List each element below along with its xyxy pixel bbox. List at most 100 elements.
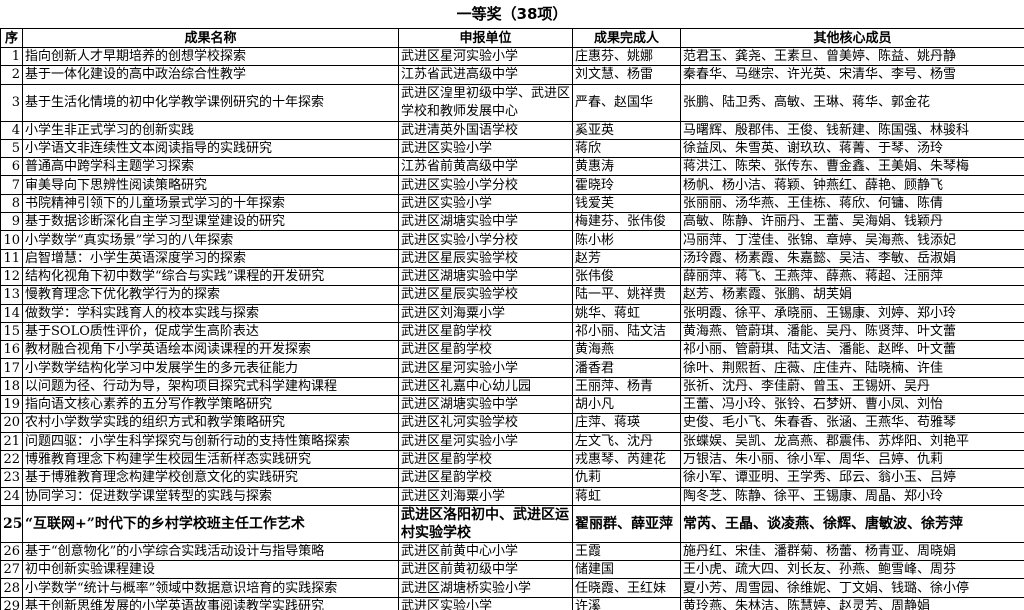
seq-cell: 8 [0, 193, 23, 214]
unit-cell: 武进区星辰实验学校 [398, 285, 573, 305]
table-row: 14 做数学：学科实践育人的校本实践与探索 武进区刘海粟小学 姚华、蒋虹 张明霞、徐平、… [0, 303, 1024, 323]
unit-cell: 武进区星河实验小学 [398, 46, 573, 67]
table-row: 29 基于创新思维发展的小学英语故事阅读教学实践研究 武进区实验小学 许溪 黄玲燕、朱林… [0, 596, 1024, 610]
title-cell: 小学语文非连续性文本阅读指导的实践研究 [22, 138, 399, 159]
seq-cell: 6 [0, 157, 23, 177]
member-cell: 祁小丽、管蔚琪、陆文洁、潘能、赵晔、叶文蕾 [680, 340, 1024, 360]
title-cell: 基于SOLO质性评价，促成学生高阶表达 [22, 321, 399, 342]
unit-cell: 武进区刘海粟小学 [398, 486, 573, 506]
unit-cell: 武进清英外国语学校 [398, 120, 573, 140]
member-cell: 徐小军、谭亚明、王学秀、邱云、翁小玉、吕婷 [680, 468, 1024, 488]
unit-cell: 武进区星韵学校 [398, 449, 573, 470]
seq-cell: 27 [0, 560, 23, 580]
seq-cell: 4 [0, 120, 23, 140]
table-row: 22 博雅教育理念下构建学生校园生活新样态实践研究 武进区星韵学校 戎惠琴、芮建花 万银… [0, 449, 1024, 470]
title-cell: 做数学：学科实践育人的校本实践与探索 [22, 303, 399, 323]
member-cell: 冯丽萍、丁滢佳、张锦、章婷、吴海燕、钱添妃 [680, 230, 1024, 250]
member-cell: 杨帆、杨小洁、蒋颖、钟燕红、薛艳、顾静飞 [680, 175, 1024, 195]
leader-cell: 姚华、蒋虹 [572, 303, 681, 323]
seq-cell: 12 [0, 266, 23, 287]
header-cell: 成果完成人 [572, 28, 681, 48]
seq-cell: 23 [0, 468, 23, 488]
member-cell: 张明霞、徐平、承晓丽、王锡康、刘婷、郑小玲 [680, 303, 1024, 323]
table-row: 15 基于SOLO质性评价，促成学生高阶表达 武进区星韵学校 祁小丽、陆文洁 黄海燕、管… [0, 321, 1024, 342]
leader-cell: 陆一平、姚祥贵 [572, 285, 681, 305]
leader-cell: 戎惠琴、芮建花 [572, 449, 681, 470]
seq-cell: 19 [0, 395, 23, 415]
member-cell: 施丹红、宋佳、潘群菊、杨蕾、杨青亚、周晓娟 [680, 541, 1024, 562]
table-row: 8 书院精神引领下的儿童场景式学习的十年探索 武进区实验小学 钱爱芙 张丽丽、汤华燕、王… [0, 193, 1024, 214]
title-cell: 普通高中跨学科主题学习探索 [22, 157, 399, 177]
table-row: 17 小学数学结构化学习中发展学生的多元表征能力 武进区星河实验小学 潘香君 徐叶、荆熙… [0, 358, 1024, 378]
member-cell: 王小虎、疏大四、刘长友、孙燕、鲍雪峰、周芬 [680, 560, 1024, 580]
member-cell: 秦春华、马继宗、许光英、宋清华、李号、杨雪 [680, 65, 1024, 85]
table-row: 18 以问题为径、行动为导，架构项目探究式科学建构课程 武进区礼嘉中心幼儿园 王丽萍、… [0, 376, 1024, 397]
leader-cell: 潘香君 [572, 358, 681, 378]
table-row: 3 基于生活化情境的初中化学教学课例研究的十年探索 武进区湟里初级中学、武进区学校和… [0, 83, 1024, 122]
title-cell: 基于博雅教育理念构建学校创意文化的实践研究 [22, 468, 399, 488]
member-cell: 夏小芳、周雪园、徐维妮、丁文娟、钱璐、徐小停 [680, 578, 1024, 598]
title-cell: 基于创新思维发展的小学英语故事阅读教学实践研究 [22, 596, 399, 610]
unit-cell: 武进区实验小学分校 [398, 175, 573, 195]
table-row: 13 慢教育理念下优化教学行为的探索 武进区星辰实验学校 陆一平、姚祥贵 赵芳、杨素霞、… [0, 285, 1024, 305]
seq-cell: 5 [0, 138, 23, 159]
leader-cell: 陈小彬 [572, 230, 681, 250]
seq-cell: 26 [0, 541, 23, 562]
leader-cell: 祁小丽、陆文洁 [572, 321, 681, 342]
seq-cell: 1 [0, 46, 23, 67]
table-row: 28 小学数学“统计与概率”领域中数据意识培育的实践探索 武进区湖塘桥实验小学 任晓霞… [0, 578, 1024, 598]
title-cell: 结构化视角下初中数学“综合与实践”课程的开发研究 [22, 266, 399, 287]
unit-cell: 武进区实验小学 [398, 193, 573, 214]
seq-cell: 16 [0, 340, 23, 360]
leader-cell: 黄惠涛 [572, 157, 681, 177]
seq-cell: 25 [0, 504, 23, 543]
title-cell: 农村小学数学实践的组织方式和教学策略研究 [22, 413, 399, 433]
unit-cell: 武进区前黄初级中学 [398, 560, 573, 580]
unit-cell: 武进区星河实验小学 [398, 431, 573, 451]
member-cell: 常芮、王晶、谈凌燕、徐辉、唐敏波、徐芳萍 [680, 504, 1024, 543]
unit-cell: 武进区星河实验小学 [398, 358, 573, 378]
table-row: 11 启智增慧：小学生英语深度学习的探索 武进区星辰实验学校 赵芳 汤玲霞、杨素霞、朱嘉… [0, 248, 1024, 268]
title-cell: 慢教育理念下优化教学行为的探索 [22, 285, 399, 305]
table-row: 1 指向创新人才早期培养的创想学校探索 武进区星河实验小学 庄惠芬、姚娜 范君玉、龚尧、… [0, 46, 1024, 67]
member-cell: 汤玲霞、杨素霞、朱嘉懿、吴洁、李敏、岳淑娟 [680, 248, 1024, 268]
member-cell: 史俊、毛小飞、朱春香、张涵、王燕华、苟雅琴 [680, 413, 1024, 433]
leader-cell: 仇莉 [572, 468, 681, 488]
title-cell: 小学生非正式学习的创新实践 [22, 120, 399, 140]
leader-cell: 赵芳 [572, 248, 681, 268]
member-cell: 薛丽萍、蒋飞、王燕萍、薛燕、蒋超、汪丽萍 [680, 266, 1024, 287]
title-cell: 指向创新人才早期培养的创想学校探索 [22, 46, 399, 67]
seq-cell: 11 [0, 248, 23, 268]
leader-cell: 翟丽群、薛亚萍 [572, 504, 681, 543]
header-cell: 序 [0, 28, 23, 48]
leader-cell: 庄萍、蒋瑛 [572, 413, 681, 433]
member-cell: 张祈、沈丹、李佳蔚、曾玉、王锡妍、吴丹 [680, 376, 1024, 397]
unit-cell: 武进区实验小学分校 [398, 230, 573, 250]
seq-cell: 28 [0, 578, 23, 598]
leader-cell: 储建国 [572, 560, 681, 580]
leader-cell: 庄惠芬、姚娜 [572, 46, 681, 67]
member-cell: 陶冬芝、陈静、徐平、王锡康、周晶、郑小玲 [680, 486, 1024, 506]
member-cell: 马曙辉、殷郡伟、王俊、钱新建、陈国强、林骏科 [680, 120, 1024, 140]
title-cell: 问题四驱：小学生科学探究与创新行动的支持性策略探索 [22, 431, 399, 451]
unit-cell: 武进区实验小学 [398, 138, 573, 159]
table-row: 24 协同学习：促进数学课堂转型的实践与探索 武进区刘海粟小学 蒋虹 陶冬芝、陈静、徐平… [0, 486, 1024, 506]
table-row: 5 小学语文非连续性文本阅读指导的实践研究 武进区实验小学 蒋欣 徐益凤、朱雪英、谢玖玖… [0, 138, 1024, 159]
title-cell: 启智增慧：小学生英语深度学习的探索 [22, 248, 399, 268]
table-row: 9 基于数据诊断深化自主学习型课堂建设的研究 武进区湖塘实验中学 梅建芬、张伟俊 高敏、… [0, 212, 1024, 232]
header-cell: 成果名称 [22, 28, 399, 48]
leader-cell: 蒋虹 [572, 486, 681, 506]
seq-cell: 29 [0, 596, 23, 610]
member-cell: 张蝶娱、吴凯、龙高燕、郡震伟、苏烨阳、刘艳平 [680, 431, 1024, 451]
member-cell: 张鹏、陆卫秀、高敏、王琳、蒋华、郭金花 [680, 83, 1024, 122]
seq-cell: 3 [0, 83, 23, 122]
table-row: 7 审美导向下思辨性阅读策略研究 武进区实验小学分校 霍晓玲 杨帆、杨小洁、蒋颖、钟燕红… [0, 175, 1024, 195]
leader-cell: 刘文慧、杨雷 [572, 65, 681, 85]
award-table: 序成果名称 申报单位 成果完成人 其他核心成员 1 指向创新人才早期培养的创想学校探索武… [0, 28, 1024, 610]
leader-cell: 霍晓玲 [572, 175, 681, 195]
table-row: 21 问题四驱：小学生科学探究与创新行动的支持性策略探索 武进区星河实验小学 左文飞、… [0, 431, 1024, 451]
seq-cell: 22 [0, 449, 23, 470]
title-cell: 基于生活化情境的初中化学教学课例研究的十年探索 [22, 83, 399, 122]
seq-cell: 17 [0, 358, 23, 378]
seq-cell: 13 [0, 285, 23, 305]
